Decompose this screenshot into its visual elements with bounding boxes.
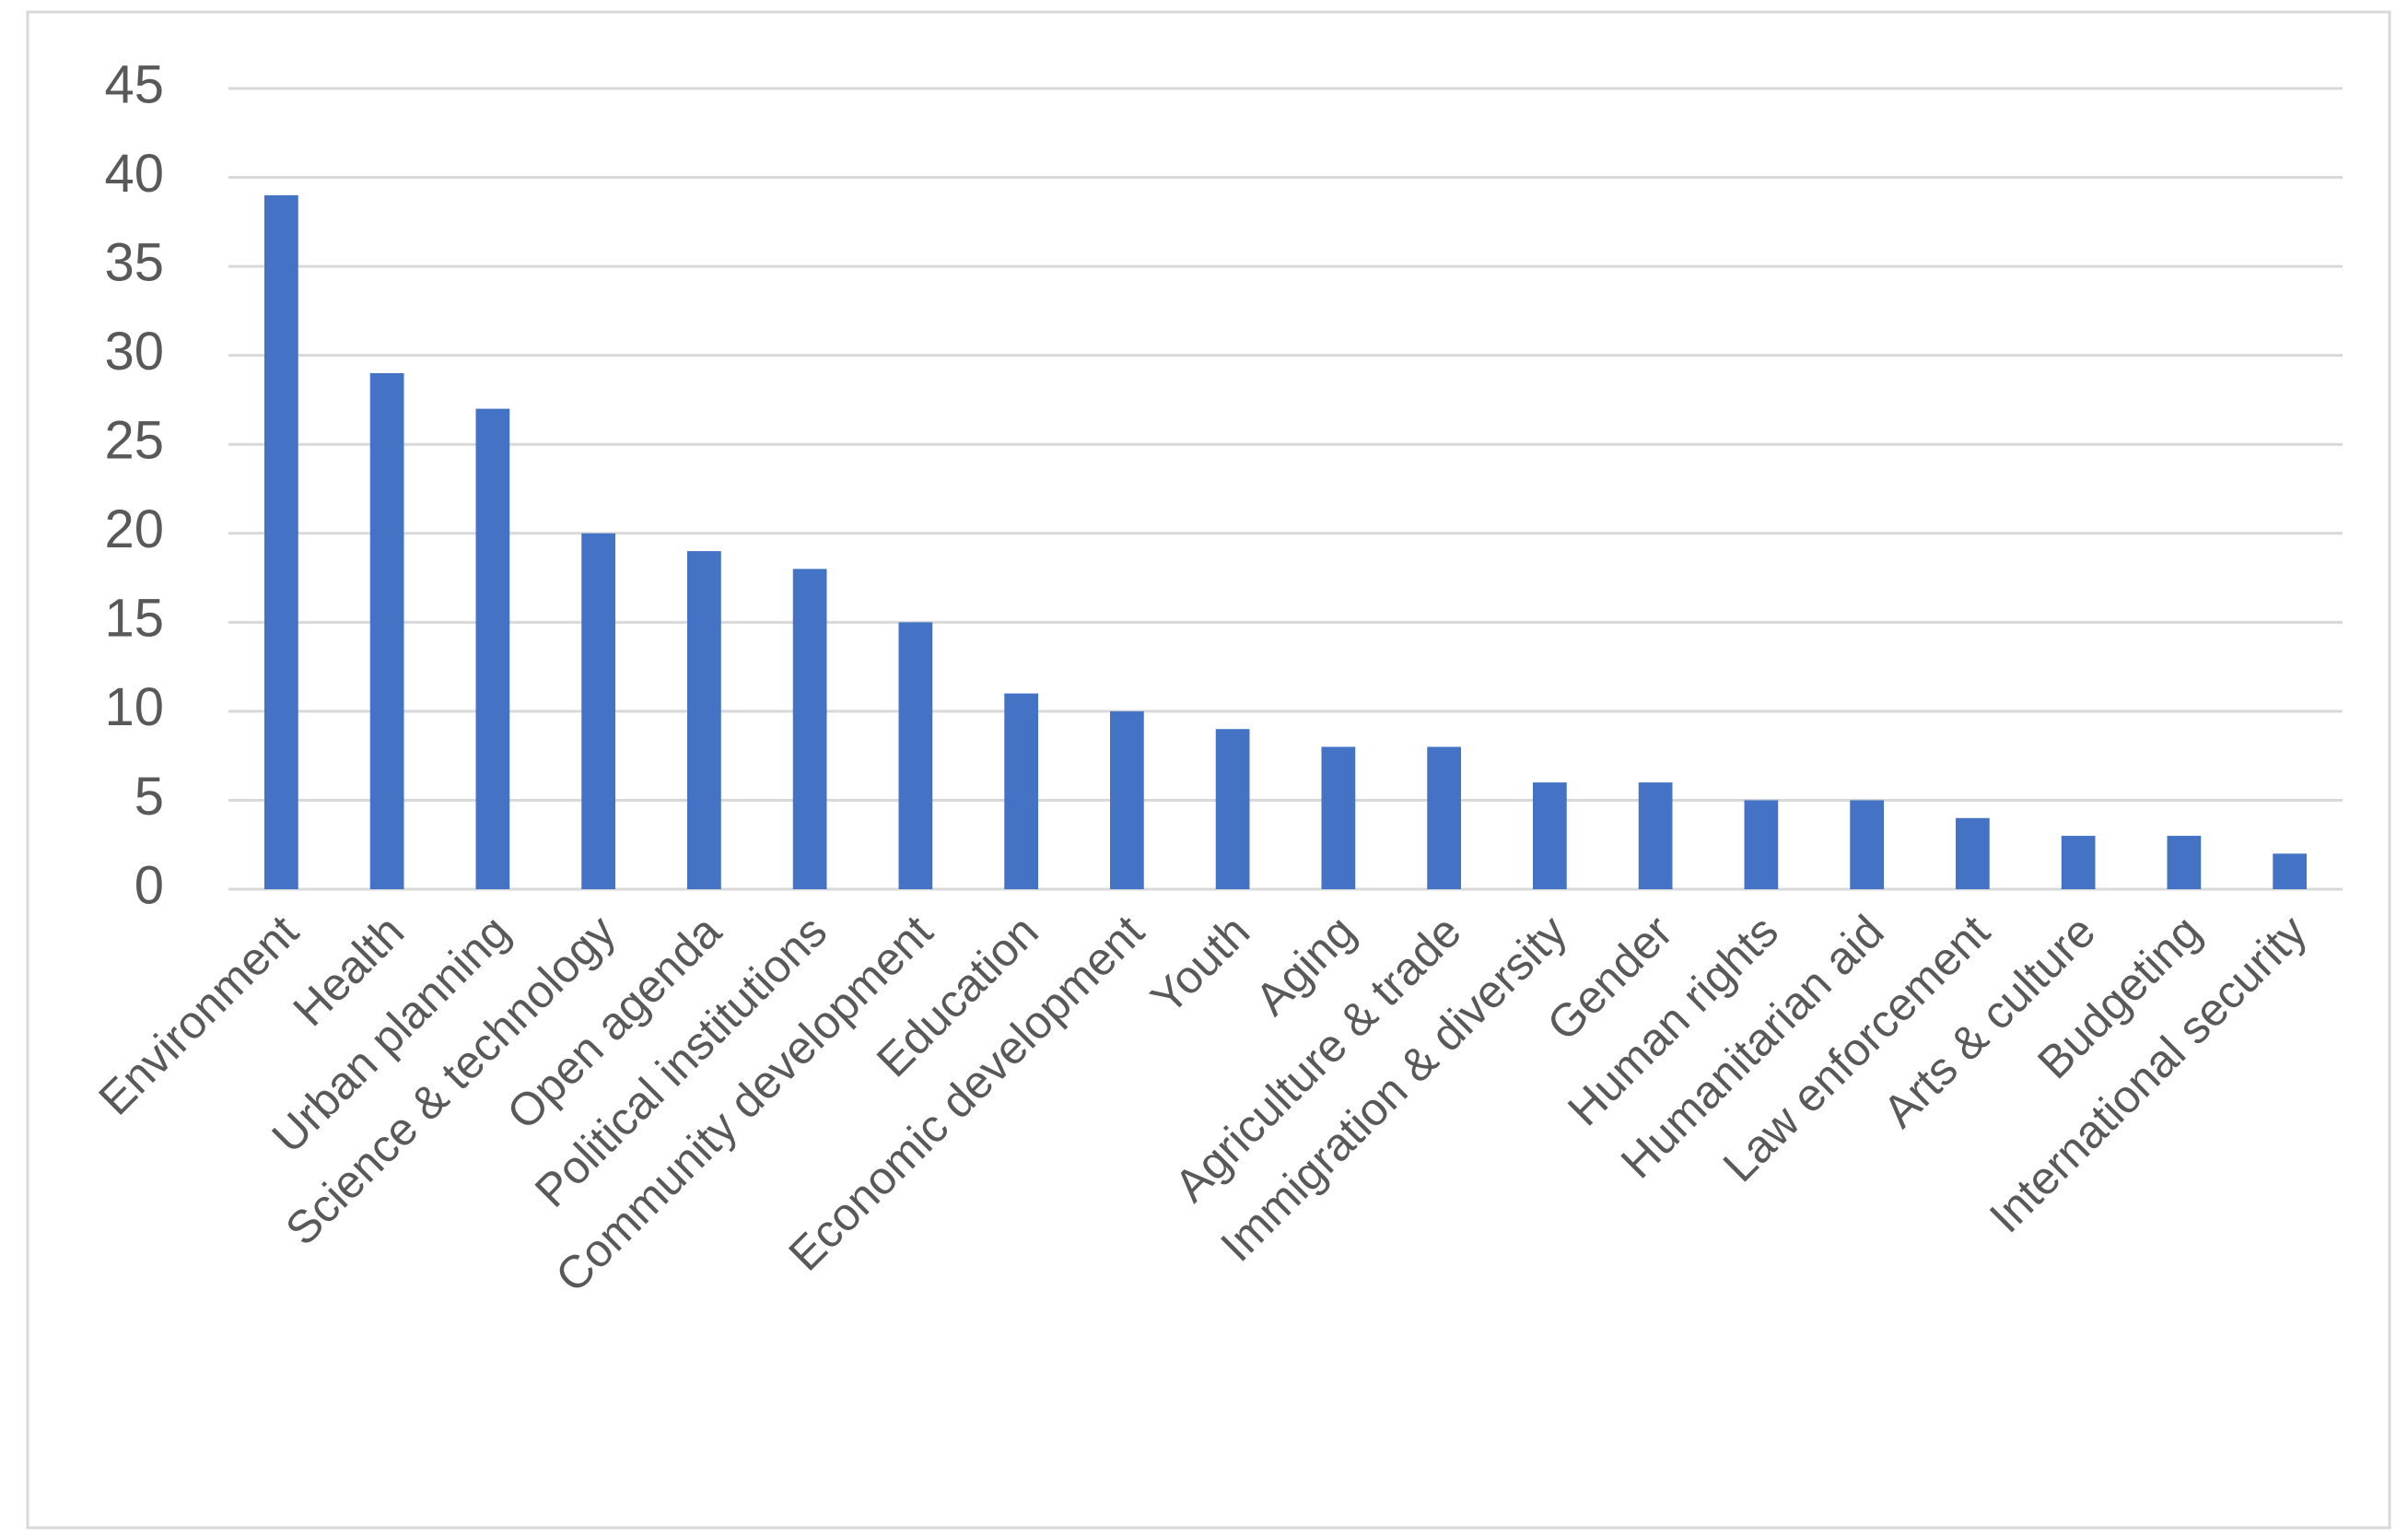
y-tick-label: 30: [104, 322, 164, 381]
bar: [264, 194, 298, 889]
bar: [475, 408, 510, 890]
y-tick-label: 15: [104, 589, 164, 649]
y-tick-label: 40: [104, 144, 164, 204]
y-tick-label: 25: [104, 411, 164, 471]
bar: [1110, 710, 1144, 889]
y-tick-label: 5: [134, 767, 164, 827]
bar: [792, 569, 827, 889]
bar: [1004, 693, 1038, 889]
bar: [1321, 746, 1356, 889]
bar: [898, 622, 933, 889]
bar: [1533, 782, 1567, 889]
y-tick-label: 0: [134, 855, 164, 915]
bar: [2167, 836, 2202, 889]
chart-frame: [26, 10, 2391, 1530]
bar: [1956, 817, 1990, 889]
y-tick-label: 35: [104, 232, 164, 292]
bar: [1850, 800, 1884, 889]
bar: [369, 372, 404, 889]
bar: [1215, 729, 1250, 889]
bar: [2061, 836, 2096, 889]
bar: [1744, 800, 1779, 889]
bar: [687, 551, 721, 889]
y-tick-label: 20: [104, 499, 164, 559]
y-tick-label: 10: [104, 677, 164, 737]
y-tick-label: 45: [104, 54, 164, 114]
bar: [1427, 746, 1461, 889]
bar: [2273, 853, 2307, 889]
bar: [1638, 782, 1673, 889]
bar: [581, 533, 615, 889]
